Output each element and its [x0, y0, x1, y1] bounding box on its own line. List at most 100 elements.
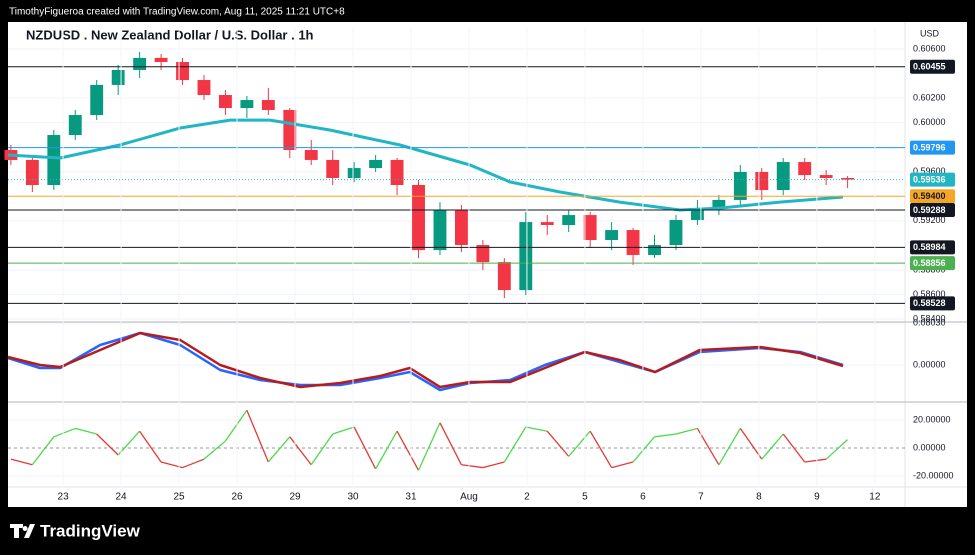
x-tick-label: 23: [58, 492, 70, 503]
oscillator-segment: [417, 422, 441, 471]
oscillator-segment: [96, 433, 119, 456]
candle-body: [240, 100, 254, 109]
oscillator-segment: [525, 426, 548, 432]
candle-body: [454, 210, 468, 246]
price-label: 0.59536: [913, 174, 946, 184]
price-label-box: [910, 240, 955, 255]
oscillator-segment: [654, 433, 677, 438]
candle-body: [390, 159, 404, 185]
y-tick-label: 0.60200: [913, 92, 946, 102]
price-label-box: [910, 140, 955, 155]
candle-body: [690, 208, 704, 220]
x-tick-label: 12: [869, 492, 881, 503]
y-tick-label: 0.08030: [913, 317, 946, 327]
candle-body: [755, 171, 769, 191]
price-label: 0.59288: [913, 205, 946, 215]
price-label-box: [910, 256, 955, 271]
candle-body: [68, 115, 82, 136]
price-label: 0.59400: [913, 191, 946, 201]
candle-body: [819, 175, 833, 178]
oscillator-segment: [675, 427, 698, 435]
candle-body: [648, 245, 661, 255]
oscillator-segment: [267, 436, 291, 463]
candle-body: [347, 168, 361, 178]
candle-body: [626, 230, 640, 255]
oscillator-segment: [439, 422, 463, 466]
currency: USD: [920, 28, 940, 38]
x-tick-label: Aug: [460, 492, 478, 503]
logo: TradingView: [10, 521, 141, 540]
oscillator-segment: [182, 458, 205, 469]
price-label: 0.58856: [913, 258, 946, 268]
oscillator-segment: [332, 426, 355, 435]
oscillator-segment: [310, 433, 334, 466]
candle-body: [798, 162, 812, 176]
oscillator-segment: [761, 433, 784, 460]
candle-body: [197, 80, 211, 96]
candle-body: [433, 210, 447, 251]
candle-body: [583, 215, 597, 240]
candle-body: [25, 159, 39, 185]
candle-body: [304, 150, 318, 160]
oscillator-segment: [139, 430, 162, 463]
candle-body: [540, 222, 554, 226]
candle-body: [219, 95, 232, 109]
oscillator-segment: [246, 409, 269, 463]
price-label-box: [910, 296, 955, 311]
y-tick-label: 0.58600: [913, 289, 946, 299]
price-label: 0.59796: [913, 143, 946, 153]
price-label-box: [910, 189, 955, 204]
oscillator-segment: [546, 430, 570, 457]
candle-body: [90, 84, 104, 116]
oscillator-segment: [461, 464, 483, 469]
candle-body: [712, 199, 726, 209]
oscillator-segment: [75, 427, 97, 435]
pane: [4, 48, 905, 320]
indicator-line: [7, 331, 844, 389]
candle-body: [776, 162, 790, 191]
x-tick-label: 2: [524, 492, 530, 503]
y-tick-label: 0.59600: [913, 166, 946, 176]
oscillator-segment: [503, 426, 527, 463]
candle-body: [562, 215, 576, 226]
oscillator-segment: [568, 430, 591, 457]
candle-body: [412, 184, 425, 251]
oscillator-segment: [117, 430, 141, 456]
y-tick-label: -20.00000: [913, 470, 954, 480]
candle-body: [176, 61, 189, 81]
x-tick-label: 5: [582, 492, 588, 503]
attribution: TimothyFigueroa created with TradingView…: [9, 7, 345, 18]
moving-average: [7, 118, 844, 212]
candle-body: [669, 219, 683, 246]
candle-body: [47, 135, 61, 185]
oscillator-segment: [53, 427, 76, 438]
pane: [8, 409, 905, 477]
y-tick-label: 20.00000: [913, 414, 951, 424]
candle-body: [369, 159, 383, 169]
x-tick-label: 8: [756, 492, 762, 503]
candle-body: [733, 171, 747, 200]
price-label-box: [910, 59, 955, 74]
y-tick-label: 0.00000: [913, 442, 946, 452]
candle-body: [133, 57, 147, 70]
oscillator-segment: [825, 439, 849, 460]
candle-body: [283, 109, 297, 151]
chart-area: [8, 22, 967, 507]
candle-body: [154, 57, 168, 62]
oscillator-segment: [632, 436, 656, 463]
oscillator-segment: [375, 430, 398, 470]
y-tick-label: 0.00000: [913, 359, 946, 369]
oscillator-segment: [203, 440, 226, 460]
y-tick-label: 0.58400: [913, 313, 946, 323]
candle-body: [261, 100, 275, 110]
price-label-box: [910, 203, 955, 218]
brand: TradingView: [40, 521, 141, 540]
candle-body: [111, 69, 125, 85]
price-label-box: [910, 172, 955, 187]
oscillator-segment: [804, 458, 827, 463]
oscillator-segment: [589, 430, 613, 468]
x-tick-label: 30: [347, 492, 359, 503]
candle-body: [519, 222, 533, 291]
oscillator-segment: [289, 436, 312, 466]
